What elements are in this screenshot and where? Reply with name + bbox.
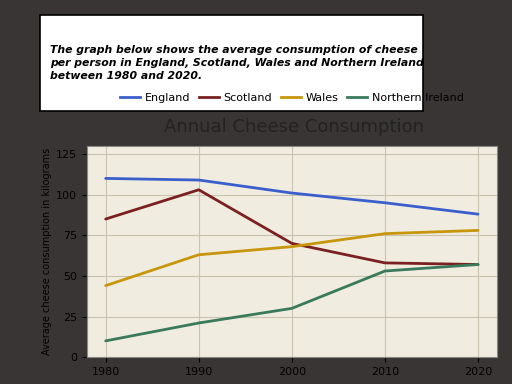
Wales: [289, 244, 295, 249]
Bar: [40, 15, 422, 111]
Wales: [475, 228, 481, 233]
Wales: [102, 283, 109, 288]
Scotland: [102, 217, 109, 221]
Northern Ireland: [289, 306, 295, 311]
England: [102, 176, 109, 181]
Northern Ireland: [382, 269, 388, 273]
England: [382, 200, 388, 205]
Scotland: [475, 262, 481, 267]
Scotland: [289, 241, 295, 246]
Line: Northern Ireland: Northern Ireland: [105, 265, 478, 341]
Scotland: [196, 187, 202, 192]
Northern Ireland: [196, 321, 202, 325]
Wales: [196, 252, 202, 257]
Wales: [382, 231, 388, 236]
England: [289, 191, 295, 195]
Line: Scotland: Scotland: [105, 190, 478, 265]
England: [475, 212, 481, 217]
Text: Annual Cheese Consumption: Annual Cheese Consumption: [164, 118, 424, 136]
Line: England: England: [105, 179, 478, 214]
England: [196, 178, 202, 182]
Scotland: [382, 261, 388, 265]
Line: Wales: Wales: [105, 230, 478, 286]
Northern Ireland: [475, 262, 481, 267]
Text: The graph below shows the average consumption of cheese
per person in England, S: The graph below shows the average consum…: [50, 45, 423, 81]
Y-axis label: Average cheese consumption in kilograms: Average cheese consumption in kilograms: [42, 148, 52, 355]
Northern Ireland: [102, 339, 109, 343]
Legend: England, Scotland, Wales, Northern Ireland: England, Scotland, Wales, Northern Irela…: [116, 88, 468, 107]
